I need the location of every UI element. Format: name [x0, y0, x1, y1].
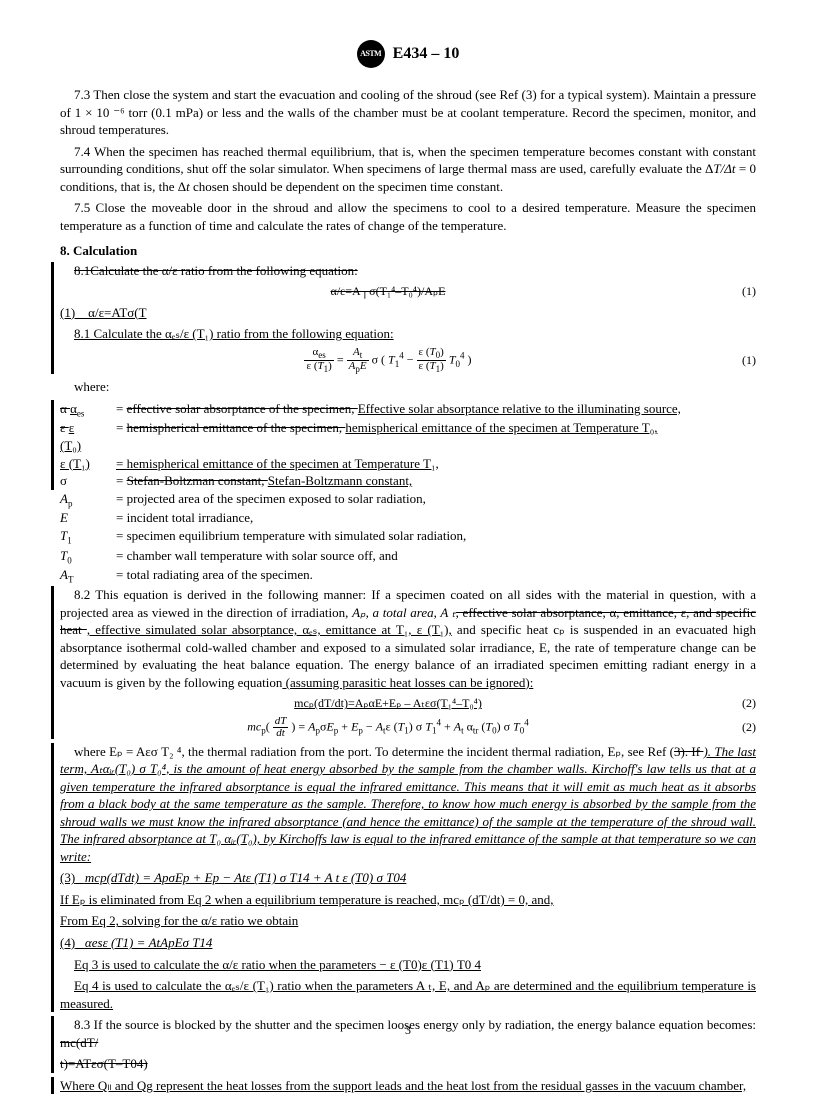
para-if-ep: If Eₚ is eliminated from Eq 2 when a equ…	[60, 891, 756, 909]
equation-1-new: αesε (T1) = AtApE σ ( T14 − ε (T0)ε (T1)…	[60, 347, 756, 374]
para-7-3: 7.3 Then close the system and start the …	[60, 86, 756, 139]
para-8-1-sub: (1) α/ε=ATσ(T	[60, 304, 756, 322]
equation-2-old: mcₚ(dT/dt)=AₚαE+Eₚ – Aₜεσ(T₁⁴–T₀⁴) (2)	[60, 695, 756, 711]
para-8-3b: t)=ATεσ(T–T04)	[60, 1055, 756, 1073]
equation-1-old: α/ε=A┬σ(T₁⁴–T₀⁴)/AₚE (1)	[60, 283, 756, 299]
where-label: where:	[60, 378, 756, 396]
para-8-1-old: 8.1Calculate the α/ε ratio from the foll…	[60, 262, 756, 280]
change-bar-1: 8.1Calculate the α/ε ratio from the foll…	[51, 262, 756, 374]
para-7-4: 7.4 When the specimen has reached therma…	[60, 143, 756, 196]
equation-3: (3) mcp(dTdt) = ApσEp + Ep − Atε (T1) σ …	[60, 869, 756, 887]
para-from-eq2: From Eq 2, solving for the α/ε ratio we …	[60, 912, 756, 930]
para-7-5: 7.5 Close the moveable door in the shrou…	[60, 199, 756, 234]
change-bar-2: α αes= effective solar absorptance of th…	[51, 400, 756, 490]
para-ep: where Eₚ = Aεσ T₂ ⁴, the thermal radiati…	[60, 743, 756, 866]
standard-number: E434 – 10	[393, 43, 460, 65]
para-8-2: 8.2 This equation is derived in the foll…	[60, 586, 756, 691]
para-eq4-use: Eq 4 is used to calculate the αₑₛ/ε (T₁)…	[60, 977, 756, 1012]
section-8-heading: 8. Calculation	[60, 242, 756, 260]
page-header: ASTM E434 – 10	[60, 40, 756, 68]
change-bar-3: 8.2 This equation is derived in the foll…	[51, 586, 756, 738]
para-eq3-use: Eq 3 is used to calculate the α/ε ratio …	[60, 956, 756, 974]
change-bar-6: Where Qₗₗ and Qg represent the heat loss…	[51, 1077, 756, 1094]
para-where-q: Where Qₗₗ and Qg represent the heat loss…	[60, 1077, 756, 1094]
para-8-1-new: 8.1 Calculate the αₑₛ/ε (T₁) ratio from …	[60, 325, 756, 343]
page-number: 3	[0, 1022, 816, 1038]
equation-4: (4) αesε (T1) = AtApEσ T14	[60, 934, 756, 952]
astm-logo: ASTM	[357, 40, 385, 68]
where-table: α αes= effective solar absorptance of th…	[60, 400, 681, 490]
change-bar-4: where Eₚ = Aεσ T₂ ⁴, the thermal radiati…	[51, 743, 756, 1013]
equation-2-new: mcp( dTdt ) = ApσEp + Ep − Atε (T1) σ T1…	[60, 716, 756, 739]
where-table-cont: Ap= projected area of the specimen expos…	[60, 490, 466, 586]
